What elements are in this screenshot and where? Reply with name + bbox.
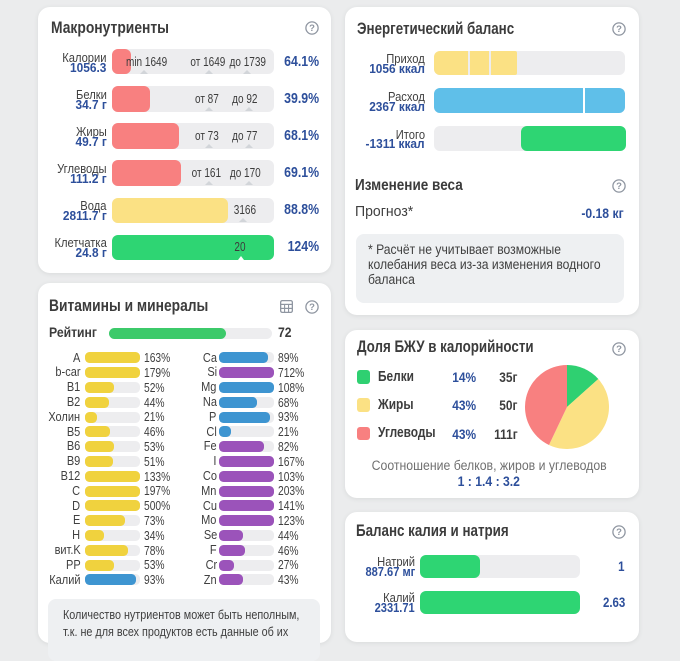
svg-text:?: ?	[616, 24, 622, 35]
svg-text:?: ?	[309, 302, 315, 313]
svg-text:?: ?	[616, 344, 622, 355]
svg-text:?: ?	[616, 181, 622, 192]
svg-text:?: ?	[616, 527, 622, 538]
svg-text:?: ?	[309, 24, 315, 35]
